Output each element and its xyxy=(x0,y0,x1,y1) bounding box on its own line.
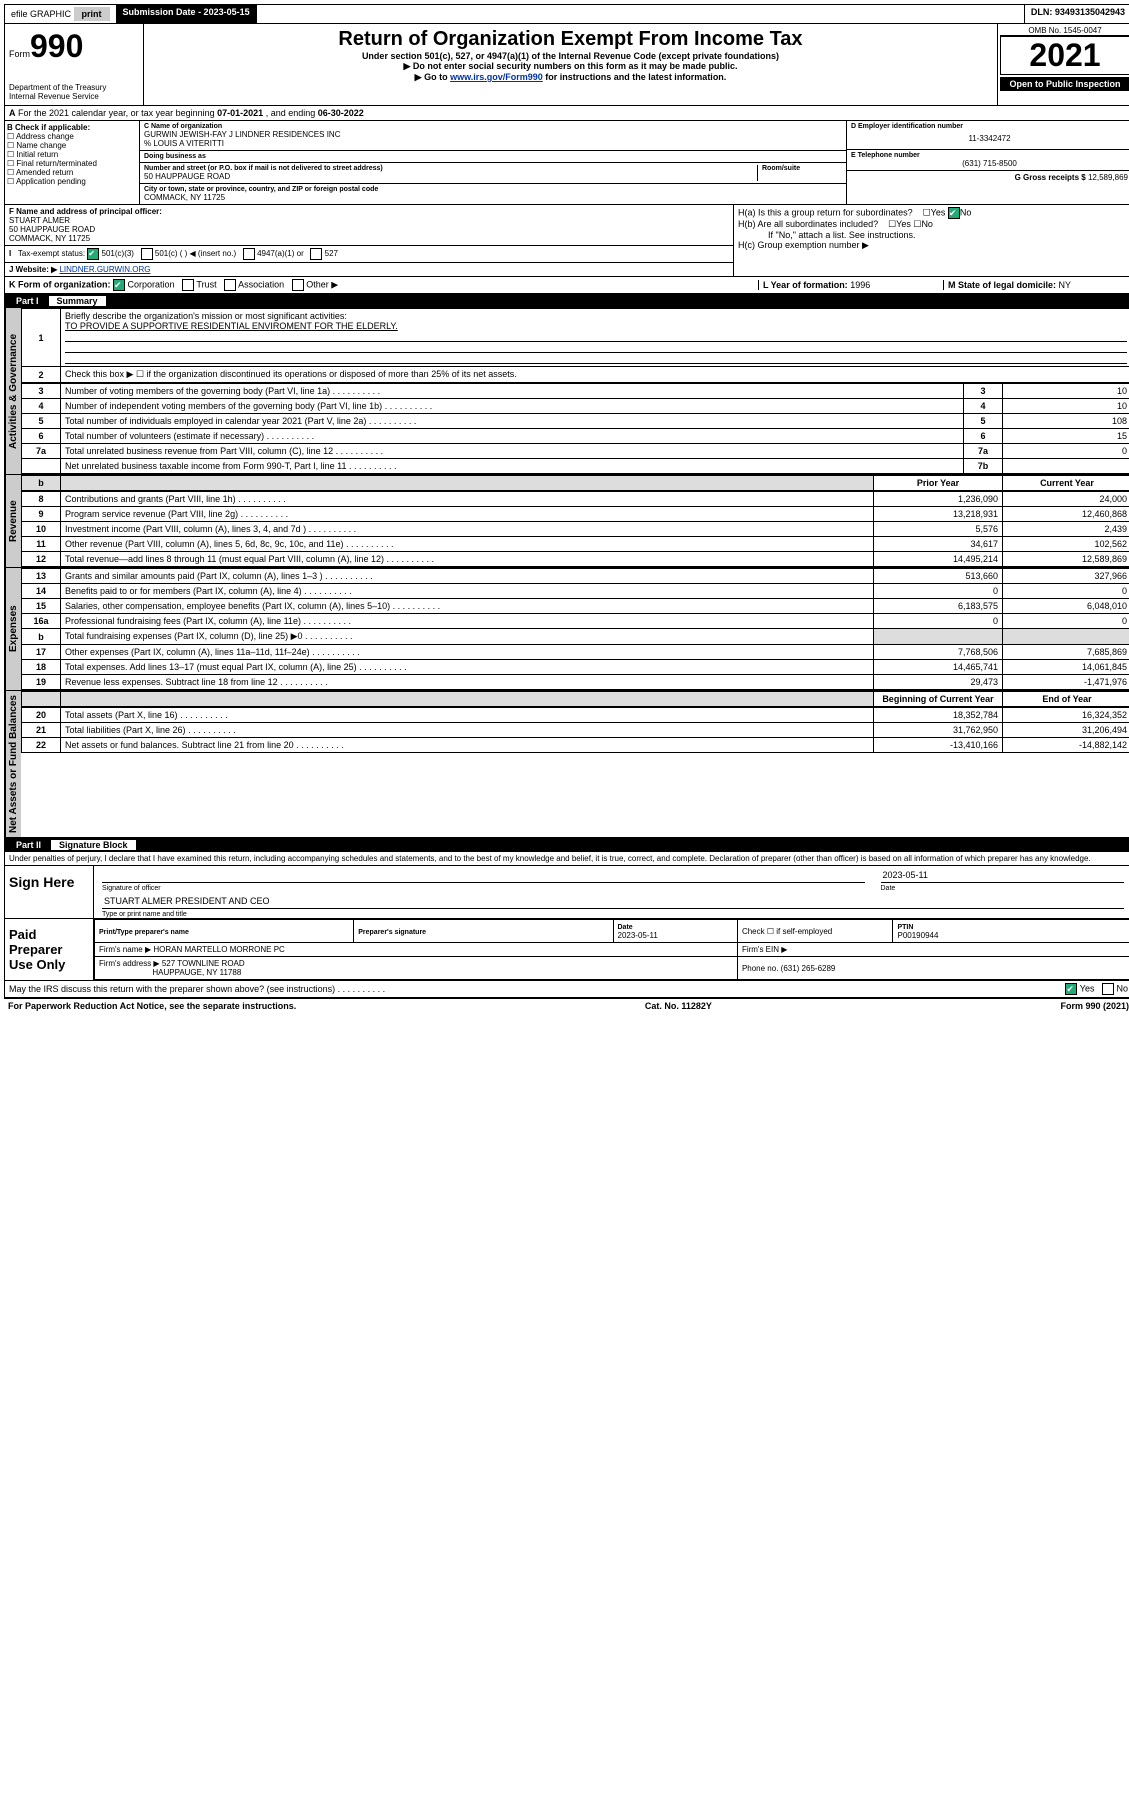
box-c: C Name of organization GURWIN JEWISH-FAY… xyxy=(140,121,847,204)
form-header: Form990 Department of the TreasuryIntern… xyxy=(4,24,1129,106)
corporation-checkbox[interactable]: ✔ xyxy=(113,279,125,291)
table-row: 3Number of voting members of the governi… xyxy=(22,384,1129,399)
section-fh: F Name and address of principal officer:… xyxy=(4,205,1129,277)
summary-activities: Activities & Governance 1 Briefly descri… xyxy=(4,308,1129,475)
omb-number: OMB No. 1545-0047 xyxy=(1000,26,1129,36)
table-row: 19Revenue less expenses. Subtract line 1… xyxy=(22,675,1129,690)
main-title: Return of Organization Exempt From Incom… xyxy=(148,28,993,51)
dln-label: DLN: 93493135042943 xyxy=(1025,5,1129,23)
section-bcdeg: B Check if applicable: ☐ Address change … xyxy=(4,121,1129,205)
box-h: H(a) Is this a group return for subordin… xyxy=(734,205,1129,276)
table-row: 15Salaries, other compensation, employee… xyxy=(22,599,1129,614)
tax-year: 2021 xyxy=(1000,36,1129,75)
page-footer: For Paperwork Reduction Act Notice, see … xyxy=(4,998,1129,1013)
gross-receipts: 12,589,869 xyxy=(1088,173,1128,182)
box-deg: D Employer identification number 11-3342… xyxy=(847,121,1129,204)
street-address: 50 HAUPPAUGE ROAD xyxy=(144,172,757,181)
phone: (631) 715-8500 xyxy=(851,159,1128,168)
vtab-revenue: Revenue xyxy=(5,475,21,567)
vtab-expenses: Expenses xyxy=(5,568,21,690)
table-row: 10Investment income (Part VIII, column (… xyxy=(22,522,1129,537)
city-state-zip: COMMACK, NY 11725 xyxy=(144,193,842,202)
table-row: 8Contributions and grants (Part VIII, li… xyxy=(22,492,1129,507)
submission-date: Submission Date - 2023-05-15 xyxy=(117,5,257,23)
website-link[interactable]: LINDNER.GURWIN.ORG xyxy=(59,265,150,274)
table-row: 12Total revenue—add lines 8 through 11 (… xyxy=(22,552,1129,567)
org-name: GURWIN JEWISH-FAY J LINDNER RESIDENCES I… xyxy=(144,130,842,139)
irs-link[interactable]: www.irs.gov/Form990 xyxy=(450,72,543,82)
print-button[interactable]: print xyxy=(74,7,110,21)
mission-text: TO PROVIDE A SUPPORTIVE RESIDENTIAL ENVI… xyxy=(65,321,398,331)
table-row: 16aProfessional fundraising fees (Part I… xyxy=(22,614,1129,629)
table-row: 18Total expenses. Add lines 13–17 (must … xyxy=(22,660,1129,675)
row-i: I Tax-exempt status: ✔ 501(c)(3) 501(c) … xyxy=(5,246,733,263)
row-klm: K Form of organization: ✔ Corporation Tr… xyxy=(4,277,1129,294)
table-row: 22Net assets or fund balances. Subtract … xyxy=(22,738,1129,753)
header-title-block: Return of Organization Exempt From Incom… xyxy=(144,24,998,105)
row-j: J Website: ▶ LINDNER.GURWIN.ORG xyxy=(5,263,733,276)
table-row: 20Total assets (Part X, line 16)18,352,7… xyxy=(22,708,1129,723)
table-row: 13Grants and similar amounts paid (Part … xyxy=(22,569,1129,584)
sig-date: 2023-05-11 xyxy=(881,868,1125,883)
summary-netassets: Net Assets or Fund Balances Beginning of… xyxy=(4,691,1129,838)
top-bar: efile GRAPHIC print Submission Date - 20… xyxy=(4,4,1129,24)
penalty-statement: Under penalties of perjury, I declare th… xyxy=(4,852,1129,866)
part-2-header: Part IISignature Block xyxy=(4,838,1129,852)
table-row: 6Total number of volunteers (estimate if… xyxy=(22,429,1129,444)
discuss-no-checkbox[interactable] xyxy=(1102,983,1114,995)
table-row: 5Total number of individuals employed in… xyxy=(22,414,1129,429)
dept-treasury: Department of the TreasuryInternal Reven… xyxy=(9,83,139,101)
vtab-netassets: Net Assets or Fund Balances xyxy=(5,691,21,837)
box-b: B Check if applicable: ☐ Address change … xyxy=(5,121,140,204)
sign-here-block: Sign Here Signature of officer 2023-05-1… xyxy=(4,866,1129,919)
officer-name: STUART ALMER PRESIDENT AND CEO xyxy=(102,894,1124,909)
501c3-checkbox[interactable]: ✔ xyxy=(87,248,99,260)
table-row: 9Program service revenue (Part VIII, lin… xyxy=(22,507,1129,522)
vtab-activities: Activities & Governance xyxy=(5,308,21,474)
header-right: OMB No. 1545-0047 2021 Open to Public In… xyxy=(998,24,1129,105)
paid-preparer-block: Paid Preparer Use Only Print/Type prepar… xyxy=(4,919,1129,981)
table-row: 4Number of independent voting members of… xyxy=(22,399,1129,414)
discuss-yes-checkbox[interactable]: ✔ xyxy=(1065,983,1077,995)
row-a-tax-year: A For the 2021 calendar year, or tax yea… xyxy=(4,106,1129,121)
table-row: bTotal fundraising expenses (Part IX, co… xyxy=(22,629,1129,645)
open-to-public: Open to Public Inspection xyxy=(1000,77,1129,91)
summary-expenses: Expenses 13Grants and similar amounts pa… xyxy=(4,568,1129,691)
summary-revenue: Revenue b Prior Year Current Year 8Contr… xyxy=(4,475,1129,568)
discuss-row: May the IRS discuss this return with the… xyxy=(4,981,1129,998)
efile-label: efile GRAPHIC print xyxy=(5,5,117,23)
table-row: 11Other revenue (Part VIII, column (A), … xyxy=(22,537,1129,552)
box-f: F Name and address of principal officer:… xyxy=(5,205,733,246)
part-1-header: Part ISummary xyxy=(4,294,1129,308)
table-row: Net unrelated business taxable income fr… xyxy=(22,459,1129,474)
table-row: 7aTotal unrelated business revenue from … xyxy=(22,444,1129,459)
ein: 11-3342472 xyxy=(851,130,1128,147)
form-990-logo: 990 xyxy=(30,28,83,64)
table-row: 21Total liabilities (Part X, line 26)31,… xyxy=(22,723,1129,738)
header-left: Form990 Department of the TreasuryIntern… xyxy=(5,24,144,105)
table-row: 14Benefits paid to or for members (Part … xyxy=(22,584,1129,599)
table-row: 17Other expenses (Part IX, column (A), l… xyxy=(22,645,1129,660)
